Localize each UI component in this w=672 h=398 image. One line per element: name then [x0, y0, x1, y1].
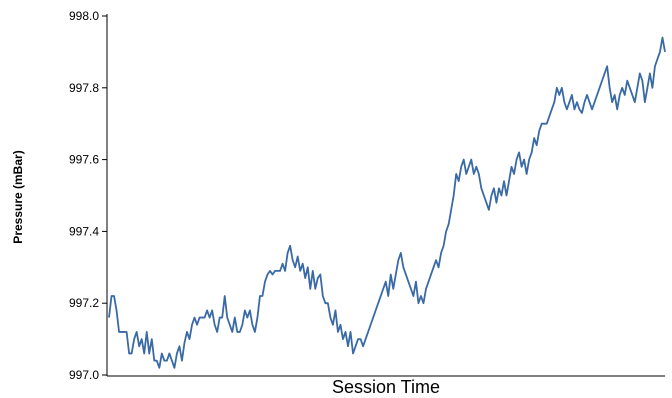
y-tick-label: 997.2 [69, 296, 99, 310]
y-tick-label: 997.4 [69, 224, 99, 238]
y-axis-title: Pressure (mBar) [11, 150, 25, 243]
y-tick-label: 997.6 [69, 153, 99, 167]
x-axis-title: Session Time [332, 377, 440, 397]
y-tick-label: 997.0 [69, 368, 99, 382]
y-tick-label: 997.8 [69, 81, 99, 95]
series-layer [108, 36, 666, 369]
y-axis-ticks: 997.0 997.2 997.4 997.6 997.8 998.0 [69, 9, 107, 382]
pressure-series-line [108, 36, 666, 369]
y-tick-label: 998.0 [69, 9, 99, 23]
